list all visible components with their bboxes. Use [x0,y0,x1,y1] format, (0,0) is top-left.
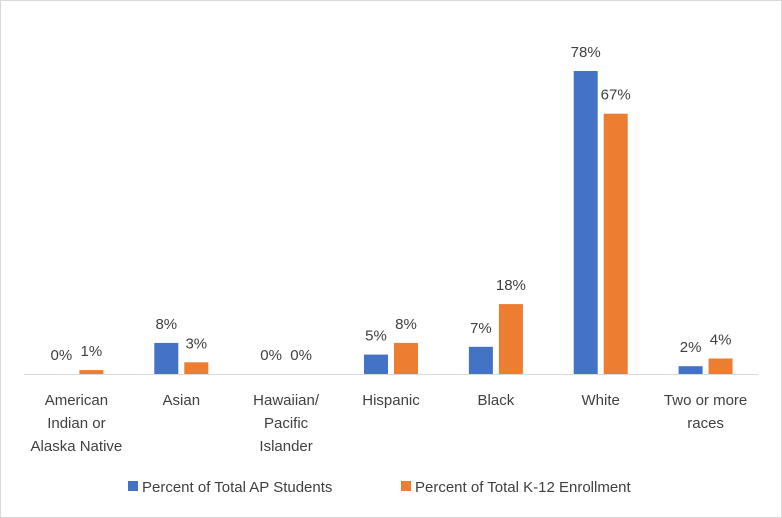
category-label-6: White [582,392,620,409]
bar-series-2-cat-2 [184,362,209,374]
bar-series-1-cat-2 [154,342,179,374]
bar-series-1-cat-4 [364,354,388,374]
data-label-series-2-cat-4: 8% [395,316,417,333]
data-label-series-2-cat-1: 1% [81,343,103,360]
data-label-series-2-cat-3: 0% [290,347,312,364]
legend-swatch-1 [128,481,138,491]
bar-series-1-cat-5 [468,346,493,374]
category-label-1: American Indian or Alaska Native [31,392,123,455]
data-label-series-1-cat-3: 0% [260,347,282,364]
bar-series-2-cat-6 [603,113,628,374]
bar-series-2-cat-4 [394,342,418,374]
data-label-series-1-cat-7: 2% [680,339,702,356]
category-label-2: Asian [163,392,201,409]
data-label-series-1-cat-4: 5% [365,328,387,345]
data-label-series-2-cat-6: 67% [601,87,631,104]
category-label-5: Black [478,392,515,409]
category-label-4: Hispanic [362,392,420,409]
data-label-series-2-cat-7: 4% [710,332,732,349]
data-label-series-1-cat-2: 8% [155,316,177,333]
bar-series-2-cat-7 [708,358,733,374]
category-label-3: Hawaiian/Pacific Islander [253,392,320,455]
data-label-series-1-cat-6: 78% [571,44,601,61]
bar-series-1-cat-6 [573,71,598,374]
data-label-series-2-cat-5: 18% [496,277,526,294]
legend-label-1: Percent of Total AP Students [142,479,332,496]
legend-swatch-2 [401,481,411,491]
data-label-series-1-cat-5: 7% [470,320,492,337]
bar-series-2-cat-1 [79,370,104,374]
bar-series-1-cat-7 [678,366,703,374]
bar-series-2-cat-5 [498,304,523,374]
legend-label-2: Percent of Total K-12 Enrollment [415,479,632,496]
data-label-series-1-cat-1: 0% [51,347,73,364]
category-label-7: Two or more races [664,392,747,432]
data-label-series-2-cat-2: 3% [185,335,207,352]
